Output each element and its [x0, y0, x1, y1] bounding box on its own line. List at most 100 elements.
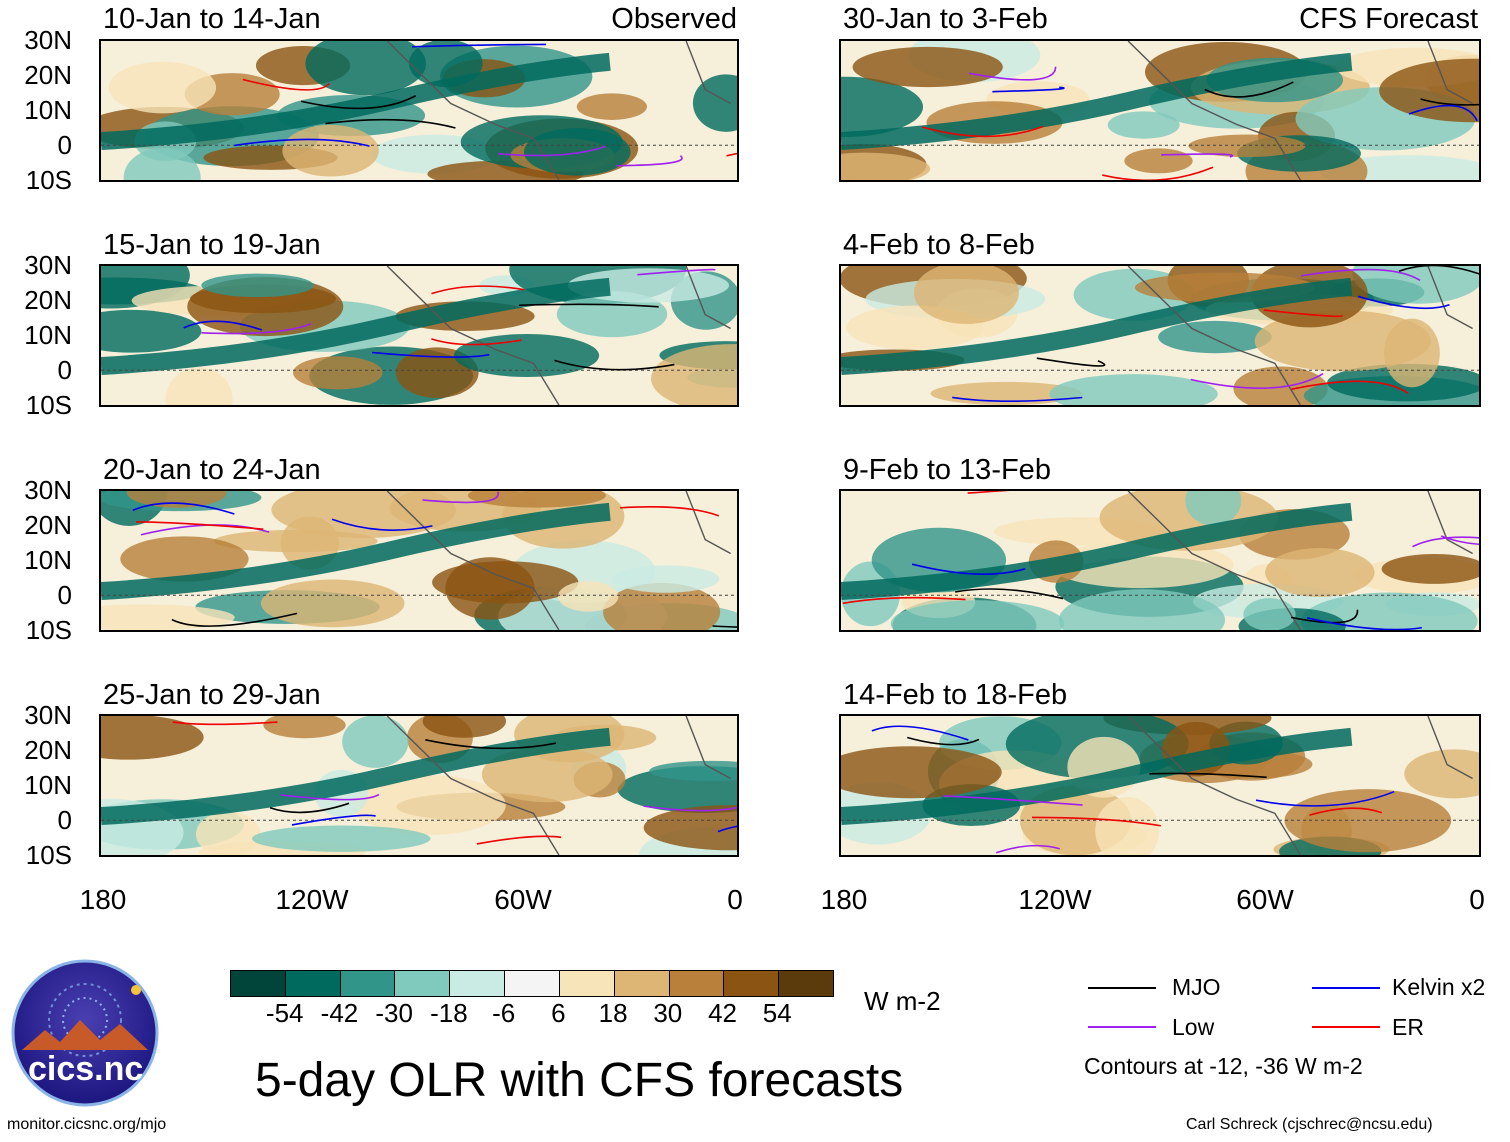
olr-anomaly-patch [453, 334, 600, 378]
contour-er [620, 506, 720, 517]
olr-anomaly-patch [1124, 148, 1193, 174]
colorbar-tick-label: 42 [708, 998, 737, 1028]
contour-mjo [1204, 81, 1294, 98]
convective-band [101, 502, 611, 601]
y-tick-label: 0 [57, 805, 72, 835]
y-tick-label: 0 [57, 130, 72, 160]
olr-anomaly-patch [342, 716, 409, 768]
legend-line-low [1088, 1026, 1156, 1028]
y-tick-label: 30N [24, 25, 72, 55]
colorbar-swatch [231, 971, 285, 996]
contour-low [497, 145, 606, 157]
colorbar-swatch [449, 971, 505, 996]
olr-anomaly-patch [305, 41, 426, 96]
contour-kelvin-x2 [183, 320, 263, 331]
y-tick-label: 10N [24, 320, 72, 350]
contour-mjo [554, 359, 675, 371]
contour-mjo [1420, 98, 1479, 106]
olr-anomaly-patch [1265, 548, 1375, 597]
contour-mjo [171, 612, 298, 627]
contour-mjo [1036, 357, 1106, 367]
map-panel-1 [99, 39, 739, 182]
colorbar-swatch [284, 971, 340, 996]
logo-text: cics.nc [28, 1050, 144, 1088]
olr-anomaly-patch [282, 124, 379, 177]
contour-kelvin-x2 [412, 43, 547, 48]
contour-kelvin-x2 [1357, 295, 1450, 310]
olr-anomaly-patch [649, 760, 737, 781]
coastline [1127, 266, 1473, 405]
contour-mjo [1149, 772, 1267, 779]
contour-er [1032, 816, 1161, 827]
contour-er [172, 721, 278, 726]
y-tick-label: 10S [25, 840, 72, 870]
forecast-label: CFS Forecast [1299, 3, 1478, 35]
convective-band [841, 277, 1353, 376]
map-panel-2 [99, 264, 739, 407]
colorbar-tick-label: 18 [598, 998, 628, 1028]
contour-mjo [269, 802, 350, 814]
contour-low [422, 491, 499, 504]
olr-anomaly-patch [1095, 797, 1160, 855]
y-tick-label: 0 [57, 580, 72, 610]
olr-anomaly-patch [422, 716, 507, 738]
contour-low [943, 795, 1083, 806]
panel-title-7: 9-Feb to 13-Feb [843, 454, 1051, 486]
colorbar-tick-label: -18 [430, 998, 468, 1028]
olr-anomaly-patch [557, 581, 619, 612]
olr-anomaly-patch [692, 74, 737, 132]
olr-anomaly-patch [651, 344, 737, 405]
colorbar-swatch [558, 971, 614, 996]
contour-er [1263, 309, 1343, 318]
olr-anomaly-patch [1404, 749, 1479, 799]
olr-anomaly-patch [108, 61, 217, 114]
legend-line-kelvin [1312, 987, 1380, 989]
y-tick-label: 30N [24, 475, 72, 505]
coastline [386, 491, 731, 630]
contour-kelvin-x2 [291, 814, 376, 826]
contour-low [201, 323, 312, 335]
contour-low [1440, 535, 1479, 546]
olr-anomaly-patch [1384, 318, 1440, 388]
olr-anomaly-patch [1107, 111, 1180, 139]
colorbar-swatch [504, 971, 559, 996]
olr-anomaly-patch [445, 557, 535, 620]
contour-low [1190, 373, 1324, 389]
olr-anomaly-patch [852, 46, 1003, 88]
contour-kelvin-x2 [871, 725, 969, 741]
convective-band [841, 502, 1353, 601]
contour-mjo [300, 95, 417, 110]
map-panel-7 [839, 489, 1481, 632]
map-panel-5 [839, 39, 1481, 182]
olr-anomaly-patch [101, 604, 235, 630]
olr-anomaly-patch [201, 273, 314, 298]
olr-anomaly-patch [556, 291, 668, 338]
olr-anomaly-patch [1185, 491, 1242, 526]
contour-mjo [955, 588, 1064, 600]
contour-er [242, 78, 330, 91]
footer-url: monitor.cicsnc.org/mjo [7, 1116, 167, 1133]
legend-line-mjo [1088, 987, 1156, 989]
contour-mjo [325, 118, 456, 129]
map-panel-8 [839, 714, 1481, 857]
contour-note: Contours at -12, -36 W m-2 [1084, 1053, 1363, 1079]
x-tick-60w-right: 60W [1236, 884, 1294, 915]
contour-low [1161, 153, 1234, 158]
contour-kelvin-x2 [1306, 617, 1422, 630]
contour-kelvin-x2 [1255, 790, 1395, 807]
olr-anomaly-patch [260, 579, 405, 628]
colorbar-swatch [339, 971, 395, 996]
colorbar-swatch [668, 971, 724, 996]
contour-er [1291, 380, 1409, 395]
panel-title-3: 20-Jan to 24-Jan [103, 454, 321, 486]
contour-kelvin-x2 [331, 518, 433, 531]
olr-anomaly-patch [841, 76, 924, 138]
olr-anomaly-patch [1158, 320, 1272, 354]
olr-anomaly-patch [481, 746, 613, 803]
contour-low [995, 844, 1061, 854]
olr-anomaly-patch [841, 152, 931, 180]
olr-anomaly-patch [120, 536, 249, 582]
x-tick-60w-left: 60W [494, 884, 552, 915]
olr-anomaly-patch [890, 600, 1065, 630]
contour-mjo [518, 303, 659, 308]
